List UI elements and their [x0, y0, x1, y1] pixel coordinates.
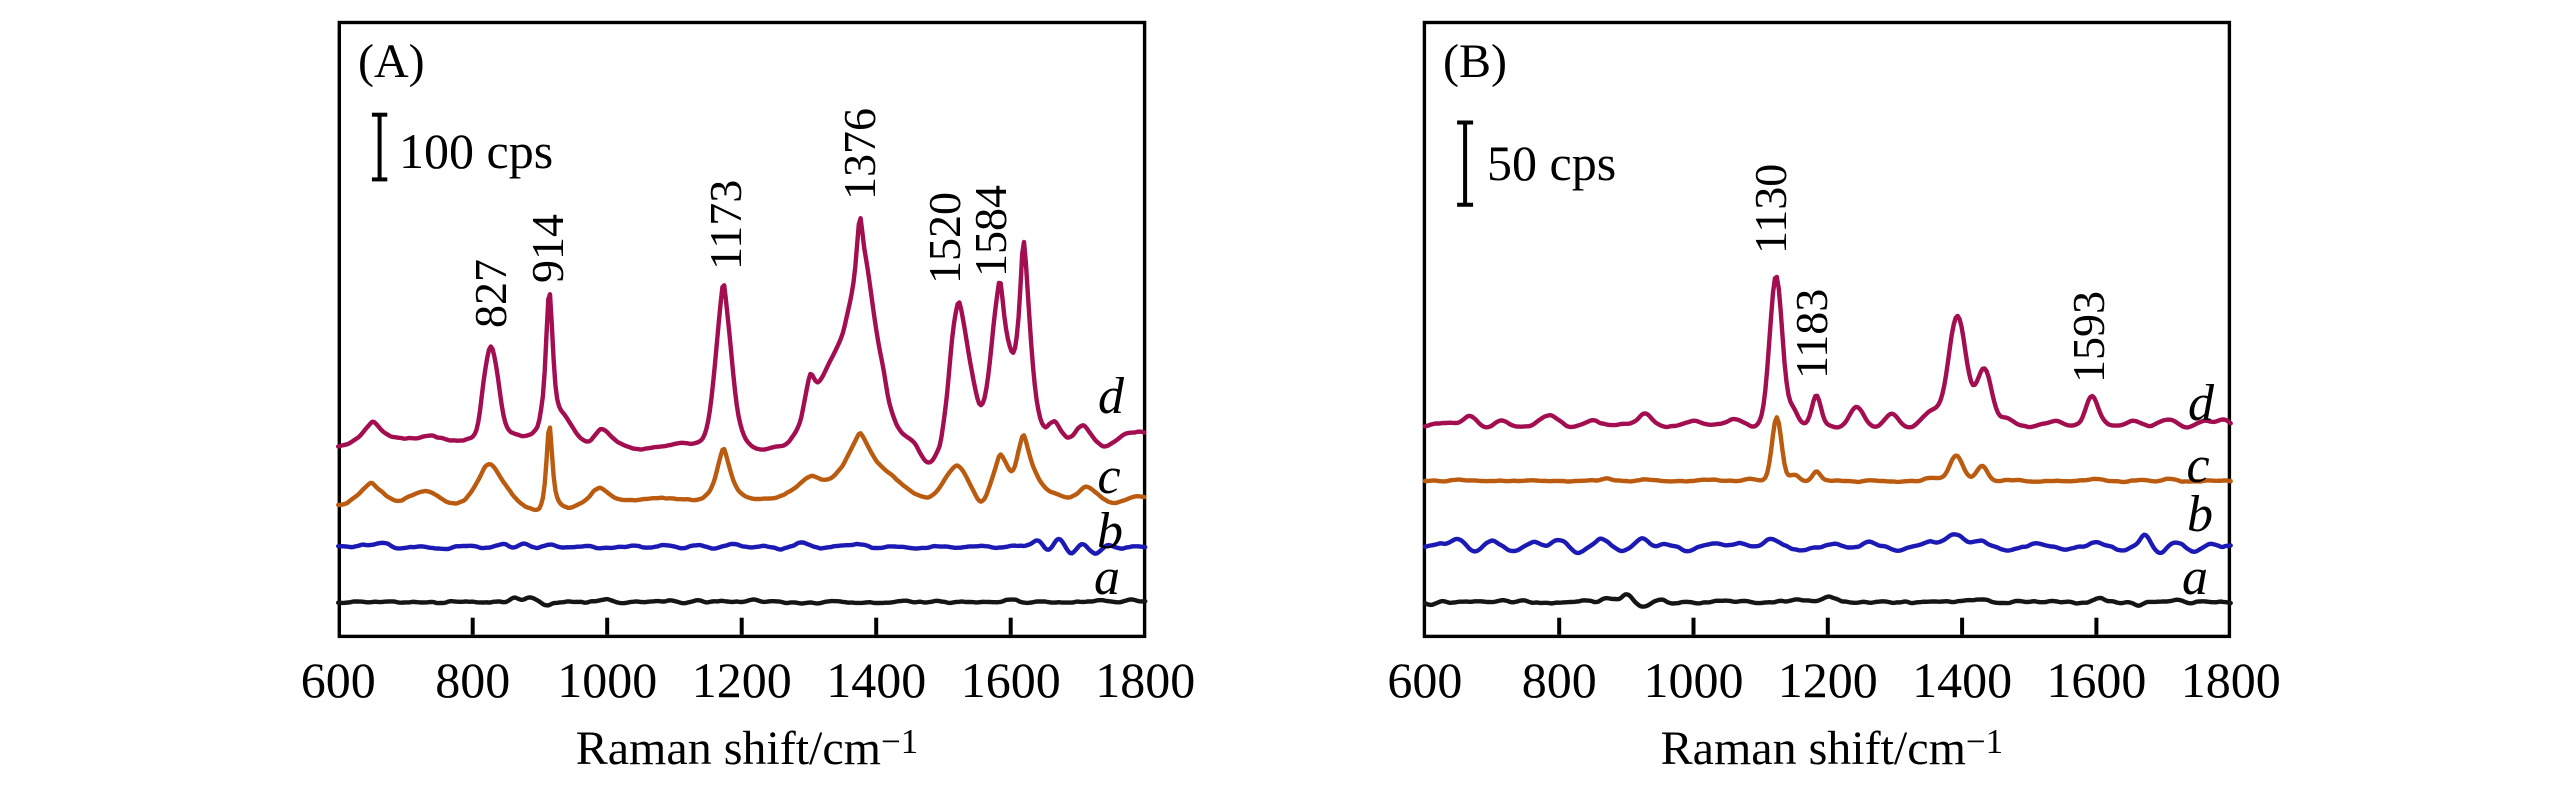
svg-text:b: b [1097, 503, 1123, 560]
svg-text:600: 600 [1387, 652, 1462, 708]
svg-text:c: c [1097, 448, 1120, 505]
svg-text:914: 914 [522, 214, 573, 283]
svg-text:100 cps: 100 cps [399, 123, 553, 179]
svg-text:(A): (A) [358, 35, 425, 88]
svg-text:1130: 1130 [1745, 164, 1796, 254]
svg-text:50 cps: 50 cps [1487, 135, 1616, 191]
svg-text:1376: 1376 [834, 108, 885, 200]
svg-text:1593: 1593 [2063, 291, 2114, 383]
svg-text:1000: 1000 [557, 652, 657, 708]
svg-text:600: 600 [301, 652, 376, 708]
svg-text:1600: 1600 [961, 652, 1061, 708]
svg-text:1200: 1200 [692, 652, 792, 708]
svg-text:d: d [1098, 368, 1125, 425]
svg-text:1800: 1800 [1095, 652, 1195, 708]
svg-text:800: 800 [435, 652, 510, 708]
svg-text:Raman shift/cm−1: Raman shift/cm−1 [1661, 722, 2004, 775]
svg-text:1600: 1600 [2046, 652, 2146, 708]
svg-text:1000: 1000 [1644, 652, 1744, 708]
svg-text:827: 827 [465, 259, 516, 328]
svg-text:1584: 1584 [965, 185, 1016, 277]
svg-text:1400: 1400 [1912, 652, 2012, 708]
svg-text:1400: 1400 [826, 652, 926, 708]
svg-text:1800: 1800 [2181, 652, 2281, 708]
svg-text:800: 800 [1522, 652, 1597, 708]
svg-text:a: a [2182, 549, 2208, 606]
svg-text:c: c [2186, 437, 2209, 494]
svg-text:d: d [2188, 375, 2215, 432]
svg-text:b: b [2187, 486, 2213, 543]
svg-text:(B): (B) [1443, 35, 1507, 88]
svg-text:1183: 1183 [1786, 289, 1837, 379]
svg-text:a: a [1094, 549, 1120, 606]
svg-text:1200: 1200 [1778, 652, 1878, 708]
svg-text:1173: 1173 [700, 180, 751, 270]
svg-text:1520: 1520 [919, 192, 970, 284]
svg-text:Raman shift/cm−1: Raman shift/cm−1 [576, 722, 919, 775]
